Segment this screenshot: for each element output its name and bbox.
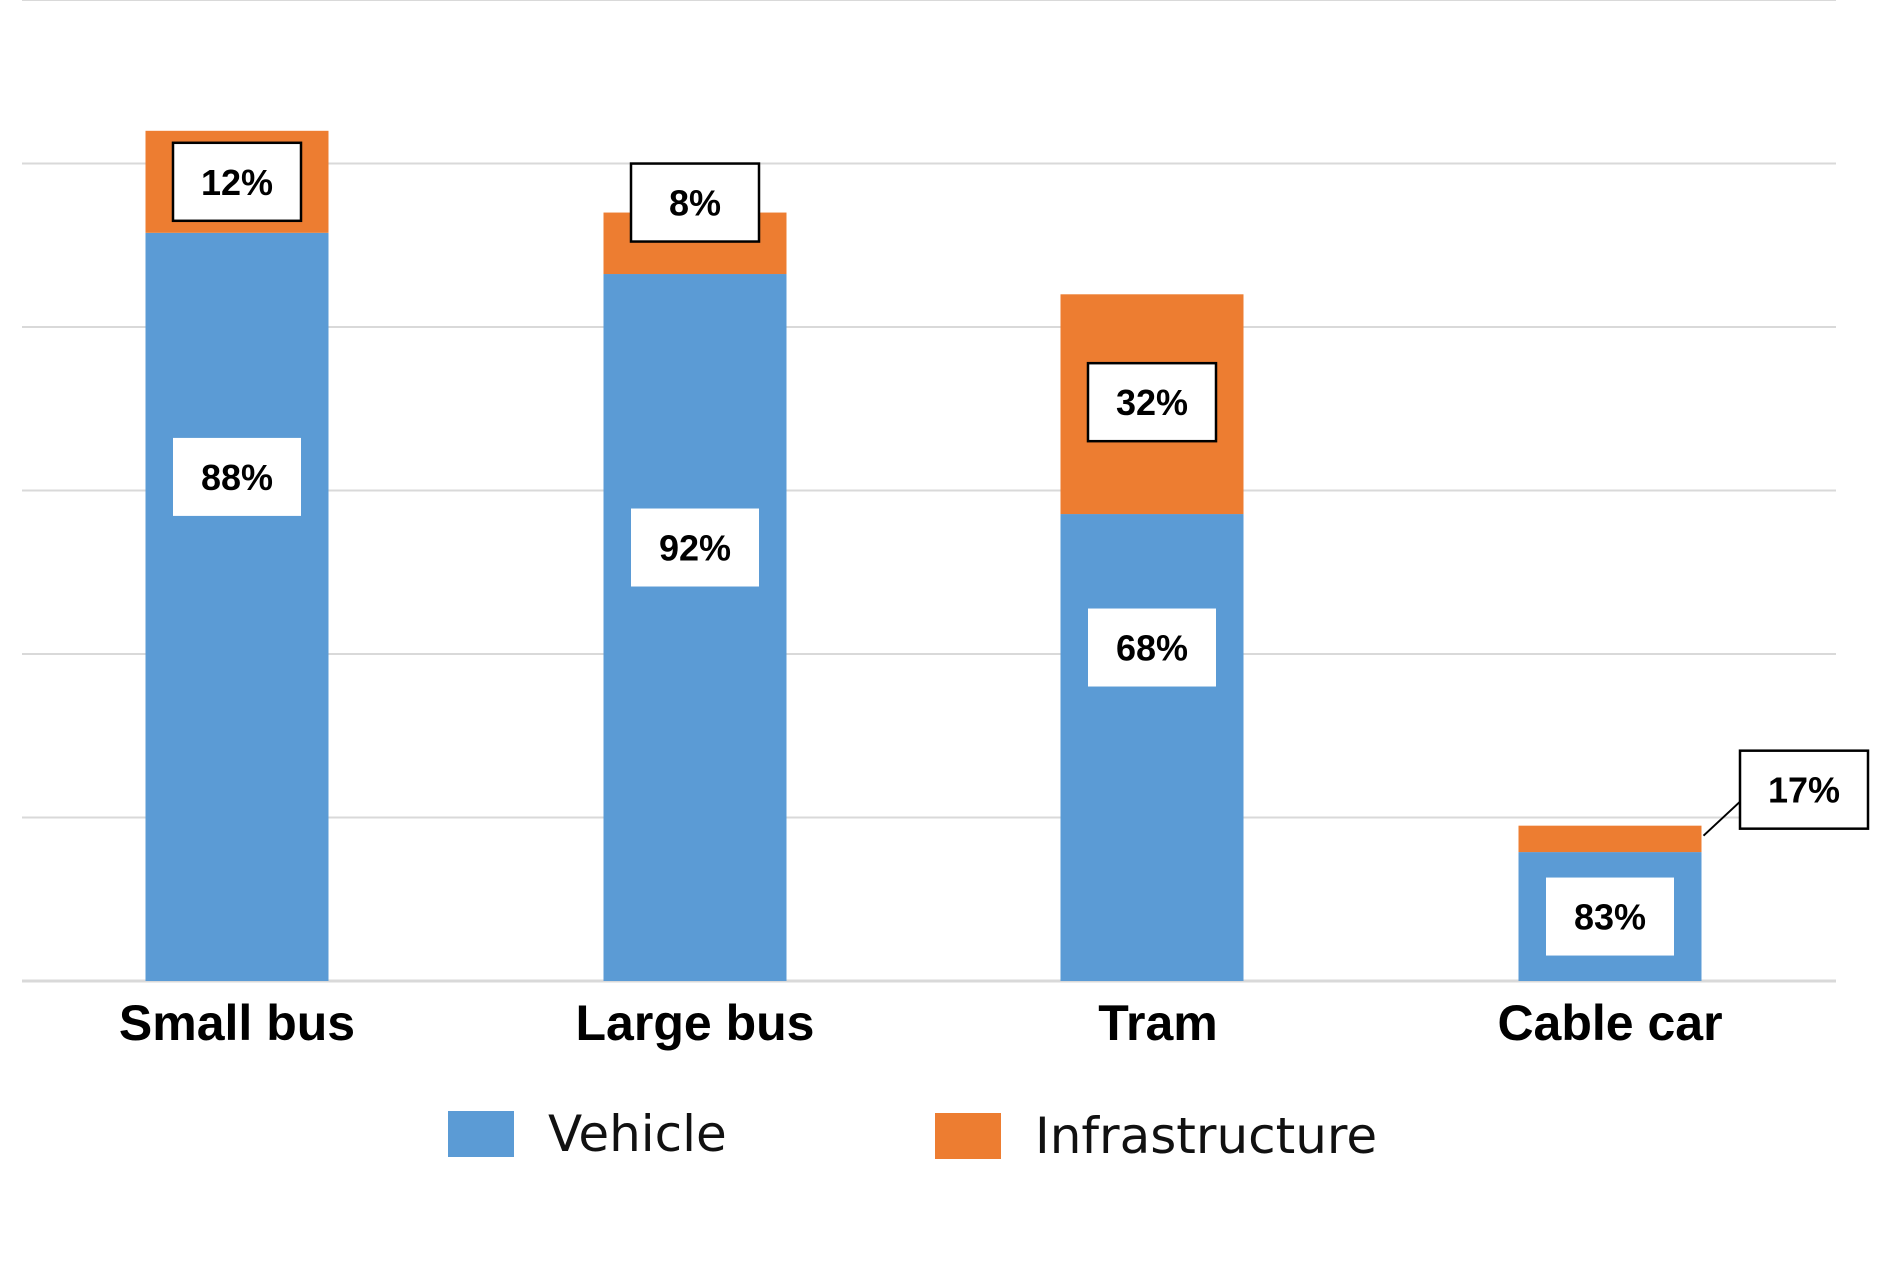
data-label-text: 83% [1574,897,1646,938]
data-label-box [173,437,301,516]
data-label-text: 8% [669,183,721,224]
data-label-box [1738,749,1870,830]
data-label-text: 68% [1116,628,1188,669]
x-axis-tick-labels: Small bus Large bus Tram Cable car [119,995,1723,1051]
legend-label-infrastructure: Infrastructure [1035,1107,1378,1165]
data-label-box [1088,608,1216,687]
bars [145,130,1702,982]
data-label-box [629,162,761,243]
data-label-vehicle-small-bus: 88% [173,437,301,516]
legend-swatch-vehicle [448,1111,514,1157]
data-label-text: 17% [1768,770,1840,811]
data-label-text: 32% [1116,382,1188,423]
data-label-infrastructure-small-bus: 12% [171,141,303,223]
data-label-vehicle-cable-car: 83% [1546,877,1674,956]
x-tick-label-small-bus: Small bus [119,995,355,1051]
data-label-infrastructure-large-bus: 8% [629,162,761,243]
data-label-text: 88% [201,457,273,498]
data-label-box [1086,361,1218,443]
data-label-leader-line [1702,800,1741,837]
bar-infrastructure-cable-car [1518,825,1702,853]
bar-vehicle-tram [1060,514,1244,981]
legend-item-vehicle: Vehicle [448,1105,727,1163]
legend-swatch-infrastructure [935,1113,1001,1159]
data-label-box [1546,877,1674,956]
x-tick-label-large-bus: Large bus [576,995,815,1051]
legend-item-infrastructure: Infrastructure [935,1107,1377,1165]
bar-vehicle-large-bus [603,274,787,981]
data-label-vehicle-tram: 68% [1088,608,1216,687]
data-labels: 88% 12% 92% 8% 68% 32% 83% 17% [171,141,1870,956]
data-label-infrastructure-tram: 32% [1086,361,1218,443]
data-label-box [631,508,759,587]
data-label-vehicle-large-bus: 92% [631,508,759,587]
data-label-box [171,141,303,223]
legend: Vehicle Infrastructure [0,1105,1894,1185]
data-label-text: 92% [659,528,731,569]
data-label-infrastructure-cable-car: 17% [1702,749,1870,837]
data-label-text: 12% [201,162,273,203]
bar-vehicle-small-bus [145,232,329,982]
x-tick-label-tram: Tram [1098,995,1218,1051]
legend-label-vehicle: Vehicle [548,1105,727,1163]
x-tick-label-cable-car: Cable car [1497,995,1722,1051]
